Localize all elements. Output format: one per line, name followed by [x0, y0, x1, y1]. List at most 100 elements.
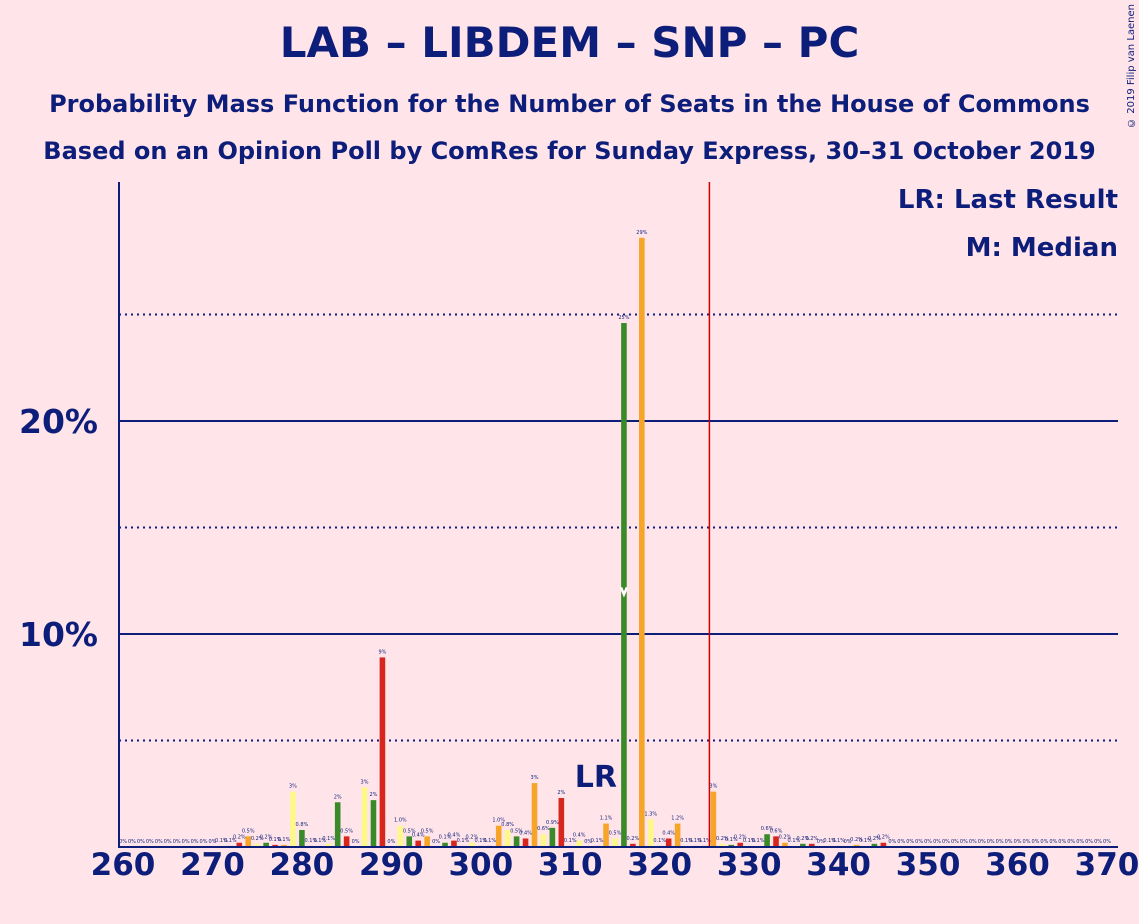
bar-value-label: 0.2% [233, 835, 246, 841]
bar [809, 843, 815, 847]
x-tick-label: 360 [985, 847, 1050, 883]
bar-value-label: 0% [208, 839, 216, 845]
bar-value-label: 0% [915, 839, 923, 845]
bar-value-label: 0.1% [215, 838, 228, 844]
bar-value-label: 0.5% [510, 828, 523, 834]
bar [612, 838, 618, 847]
bar [504, 829, 511, 847]
bar-value-label: 0.2% [716, 836, 729, 842]
chart-title: LAB – LIBDEM – SNP – PC [279, 18, 860, 67]
bar-value-label: 0% [119, 839, 127, 845]
bar-value-label: 0% [146, 839, 154, 845]
bar-value-label: 0.5% [340, 828, 353, 834]
bar [299, 829, 305, 847]
bar-value-label: 0.1% [788, 838, 801, 844]
bar-value-label: 0.1% [591, 838, 604, 844]
bar-value-label: 0% [996, 839, 1004, 845]
bar-value-label: 0% [1085, 839, 1093, 845]
bar-value-label: 0.2% [779, 835, 792, 841]
bar-value-label: 29% [636, 230, 647, 236]
bar-value-label: 0.1% [653, 838, 666, 844]
x-tick-label: 330 [717, 847, 782, 883]
bar-value-label: 0.1% [269, 837, 282, 843]
bar-value-label: 0% [387, 839, 395, 845]
bar-value-label: 0% [1103, 839, 1111, 845]
bar-value-label: 0% [906, 839, 914, 845]
bar-value-label: 0.2% [868, 836, 881, 842]
bar [647, 819, 654, 847]
bar-value-label: 0.1% [752, 838, 765, 844]
bar [281, 844, 287, 847]
bar-value-label: 0.1% [859, 838, 872, 844]
bar [325, 843, 332, 847]
bar-value-label: 0.4% [448, 833, 461, 839]
bar [549, 827, 556, 847]
axes-group: 10% 20% 260 270 280 290 300 310 320 330 340 350 360 3… [19, 182, 1139, 883]
bar-value-label: 0.4% [412, 833, 425, 839]
bar [665, 838, 672, 847]
x-tick-label: 280 [270, 847, 335, 883]
bar-value-label: 0.4% [573, 833, 586, 839]
bar-value-label: 0.1% [313, 838, 326, 844]
data-labels-group: 0% 0% 0% 0% 0% 0% 0% 0% 0% 0% 0%0.1%0.1%0.2%0.5%0.… [119, 230, 1111, 845]
bar-value-label: 1.0% [492, 818, 505, 824]
bar-value-label: 0.1% [743, 838, 756, 844]
bar-value-label: 1.2% [671, 816, 684, 822]
bar [719, 843, 726, 847]
bar [397, 825, 404, 847]
bar [558, 798, 565, 847]
x-tick-label: 370 [1075, 847, 1139, 883]
grid-lines [119, 313, 1118, 742]
bar [782, 842, 788, 847]
bar-value-label: 1.3% [644, 811, 657, 817]
bar-value-label: 9% [378, 649, 386, 655]
bar [853, 844, 860, 847]
bar-value-label: 0% [924, 839, 932, 845]
bar [800, 843, 806, 847]
bar-value-label: 0.1% [322, 836, 335, 842]
bar [495, 825, 502, 847]
bar [254, 843, 260, 847]
bar [630, 843, 636, 847]
bar-value-label: 0% [987, 839, 995, 845]
bar-value-label: 0% [969, 839, 977, 845]
x-tick-label: 260 [91, 847, 156, 883]
bar-value-label: 0% [191, 839, 199, 845]
bar-value-label: 0% [1067, 839, 1075, 845]
last-result-label: LR [575, 760, 617, 795]
bar [737, 842, 744, 847]
bar-value-label: 0% [164, 839, 172, 845]
bar-value-label: 0.5% [609, 830, 622, 836]
legend-last-result: LR: Last Result [897, 185, 1118, 215]
bar-value-label: 0.1% [457, 838, 470, 844]
bar-value-label: 0.1% [474, 838, 487, 844]
bar-value-label: 0% [1023, 839, 1031, 845]
bar [415, 840, 421, 847]
bar-value-label: 0.9% [546, 820, 559, 826]
bar-value-label: 0.1% [698, 838, 711, 844]
bar [522, 838, 529, 847]
bar-value-label: 0% [1014, 839, 1022, 845]
chart-subtitle-1: Probability Mass Function for the Number… [49, 90, 1090, 118]
y-tick-label: 10% [19, 615, 98, 654]
bar-value-label: 0.6% [537, 826, 550, 832]
bar-value-label: 0.5% [403, 828, 416, 834]
bar [728, 844, 735, 847]
bar-value-label: 0% [1005, 839, 1013, 845]
bar-value-label: 0.1% [305, 838, 318, 844]
bar-value-label: 2% [557, 790, 565, 796]
bar-value-label: 0% [1040, 839, 1048, 845]
bar [370, 800, 377, 847]
bar-value-label: 0.2% [850, 837, 863, 843]
bar-value-label: 0% [844, 839, 852, 845]
y-tick-label: 20% [19, 402, 98, 441]
bar-value-label: 3% [709, 784, 717, 790]
bar-value-label: 1.0% [394, 818, 407, 824]
bar [406, 836, 413, 847]
bar-value-label: 0% [173, 839, 181, 845]
bar-value-label: 0.2% [797, 836, 810, 842]
x-tick-label: 340 [806, 847, 871, 883]
bar-value-label: 0.6% [770, 828, 783, 834]
bar-value-label: 0.1% [680, 838, 693, 844]
bar [576, 840, 583, 847]
